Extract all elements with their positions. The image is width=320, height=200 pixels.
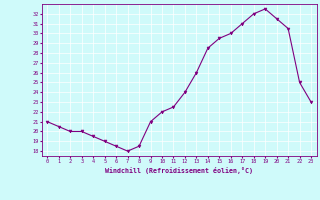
X-axis label: Windchill (Refroidissement éolien,°C): Windchill (Refroidissement éolien,°C) bbox=[105, 167, 253, 174]
